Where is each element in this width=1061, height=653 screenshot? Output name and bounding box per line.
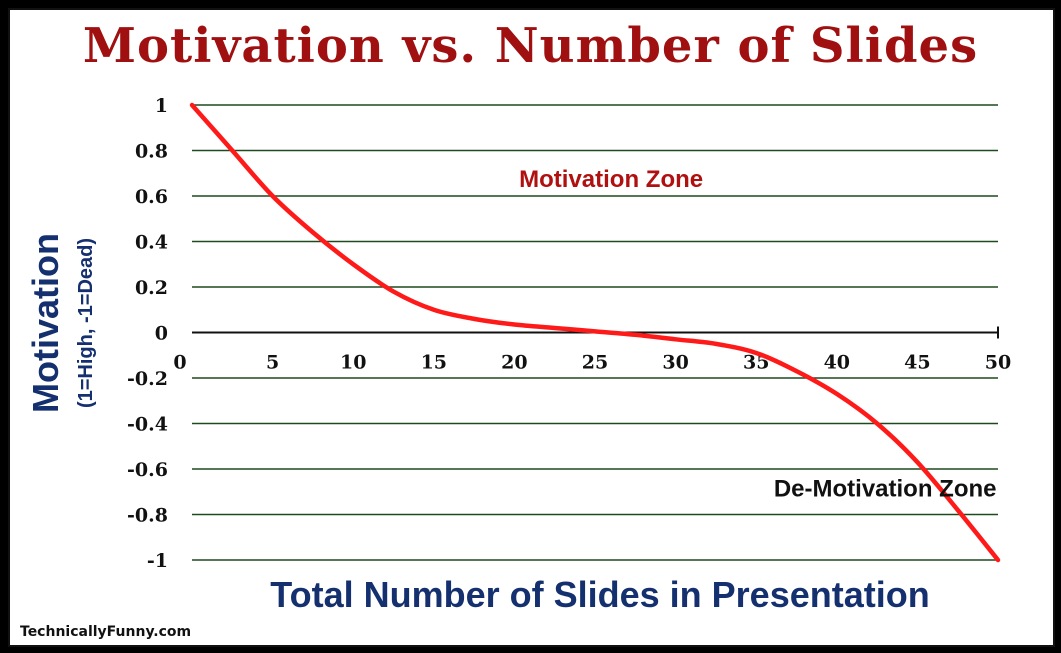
y-tick-label: -0.6 (127, 459, 168, 481)
x-tick-label: 10 (340, 352, 366, 374)
chart-title: Motivation vs. Number of Slides (82, 18, 979, 74)
y-tick-label: -0.8 (127, 505, 168, 527)
x-tick-label: 40 (824, 352, 850, 374)
y-axis-title: Motivation (25, 233, 66, 413)
watermark: TechnicallyFunny.com (20, 624, 192, 640)
x-tick-label: 30 (662, 352, 688, 374)
x-tick-label: 20 (501, 352, 527, 374)
series-layer (189, 102, 1001, 563)
x-tick-label: 15 (421, 352, 447, 374)
annotation-label: De-Motivation Zone (774, 475, 997, 502)
x-tick-label: 25 (582, 352, 608, 374)
y-axis-ticks: 1 0.8 0.6 0.4 0.2 0 -0.2 -0.4 -0.6 -0.8 -1 (127, 95, 168, 572)
series-line (189, 102, 1001, 563)
y-tick-label: 0.6 (135, 186, 168, 208)
y-tick-label: -1 (147, 550, 168, 572)
y-tick-label: 0.8 (135, 141, 168, 163)
y-tick-label: 0 (155, 323, 168, 345)
y-tick-label: -0.4 (127, 414, 168, 436)
y-tick-label: 0.4 (135, 232, 168, 254)
y-axis-subtitle: (1=High, -1=Dead) (75, 238, 97, 408)
x-axis-title: Total Number of Slides in Presentation (270, 574, 929, 615)
x-tick-label: 5 (266, 352, 279, 374)
x-axis-ticks: 0 5 10 15 20 25 30 35 40 45 50 (173, 352, 1011, 374)
x-tick-label: 45 (904, 352, 930, 374)
x-tick-label: 50 (985, 352, 1011, 374)
y-tick-label: 1 (155, 95, 168, 117)
y-tick-label: 0.2 (135, 277, 168, 299)
x-tick-label: 0 (173, 352, 186, 374)
annotations: Motivation Zone De-Motivation Zone (519, 166, 996, 502)
annotation-label: Motivation Zone (519, 166, 703, 193)
y-tick-label: -0.2 (127, 368, 168, 390)
